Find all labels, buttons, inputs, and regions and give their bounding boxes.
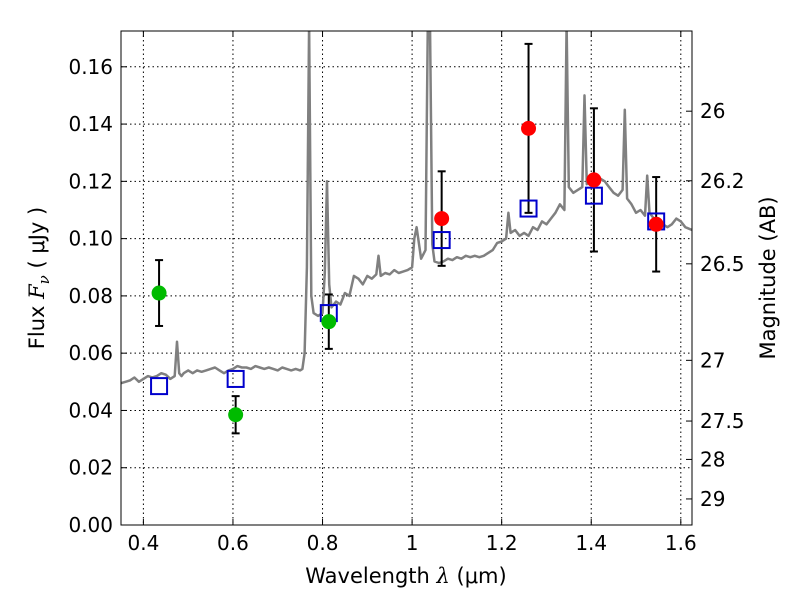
observed-flux-point bbox=[151, 285, 167, 301]
x-tick-label: 0.8 bbox=[307, 531, 339, 555]
observed-flux-point bbox=[321, 314, 337, 330]
x-tick-label: 1.4 bbox=[575, 531, 607, 555]
y2-tick-label: 28 bbox=[700, 447, 725, 471]
model-photometry-square bbox=[584, 186, 603, 205]
y-tick-label: 0.06 bbox=[68, 341, 113, 365]
x-tick-label: 0.4 bbox=[127, 531, 159, 555]
y-tick-label: 0.04 bbox=[68, 398, 113, 422]
y2-tick-label: 26 bbox=[700, 99, 725, 123]
observed-flux-point bbox=[586, 172, 602, 188]
y2-tick-label: 29 bbox=[700, 487, 725, 511]
observed-flux-point bbox=[228, 407, 244, 423]
y-tick-label: 0.16 bbox=[68, 55, 113, 79]
model-photometry-square bbox=[432, 231, 451, 250]
model-photometry-square bbox=[150, 377, 169, 396]
grid-lines bbox=[121, 31, 692, 526]
y-tick-label: 0.10 bbox=[68, 227, 113, 251]
x-tick-label: 0.6 bbox=[217, 531, 249, 555]
y-tick-label: 0.14 bbox=[68, 112, 113, 136]
data-layer bbox=[121, 31, 692, 385]
observed-flux-point bbox=[648, 216, 664, 232]
y2-tick-label: 27 bbox=[700, 348, 725, 372]
x-axis-label: Wavelength λ (μm) bbox=[305, 564, 506, 588]
model-spectrum-line bbox=[121, 31, 692, 385]
y2-axis-label: Magnitude (AB) bbox=[756, 196, 780, 359]
x-tick-label: 1.6 bbox=[665, 531, 697, 555]
model-photometry-square bbox=[226, 369, 245, 388]
observed-flux-point bbox=[521, 120, 537, 136]
x-tick-label: 1 bbox=[406, 531, 419, 555]
marker-layer bbox=[150, 42, 666, 435]
y2-tick-label: 27.5 bbox=[700, 409, 745, 433]
y2-tick-label: 26.5 bbox=[700, 252, 745, 276]
y-tick-label: 0.00 bbox=[68, 513, 113, 537]
x-tick-label: 1.2 bbox=[486, 531, 518, 555]
y-tick-label: 0.02 bbox=[68, 456, 113, 480]
y2-tick-label: 26.2 bbox=[700, 169, 745, 193]
ticks: 0.4 0.6 0.8 1 1.2 1.4 1.6 0.00 0.02 0.04 0.06 0.08 0… bbox=[68, 31, 745, 555]
y-tick-label: 0.12 bbox=[68, 169, 113, 193]
plot-frame bbox=[120, 30, 693, 526]
observed-flux-point bbox=[434, 211, 450, 227]
model-photometry-square bbox=[519, 199, 538, 218]
y-axis-label: Flux Fν ( μJy ) bbox=[25, 207, 53, 349]
y-tick-label: 0.08 bbox=[68, 284, 113, 308]
